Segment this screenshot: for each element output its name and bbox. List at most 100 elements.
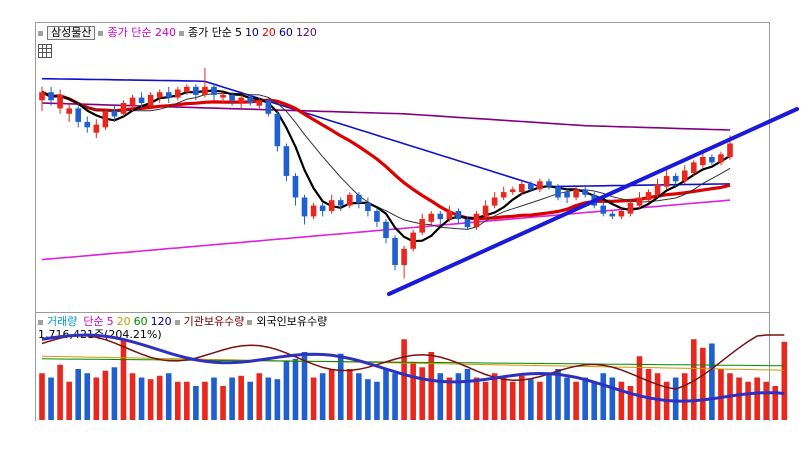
- candle-body: [446, 211, 453, 220]
- candle-body: [482, 205, 489, 217]
- volume-bar: [365, 379, 371, 420]
- candle-body: [256, 100, 263, 106]
- candle-body: [202, 86, 208, 95]
- candle-body: [518, 184, 525, 193]
- legend-marker-icon: [178, 30, 184, 36]
- candle-body: [582, 189, 588, 195]
- volume-bar: [709, 343, 715, 420]
- volume-bar: [609, 377, 616, 420]
- volume-bar: [247, 381, 254, 420]
- volume-bar: [401, 339, 407, 420]
- volume-bar: [120, 339, 127, 420]
- candle-body: [509, 189, 516, 193]
- volume-bar: [102, 370, 109, 420]
- volume-legend: 거래량 단순 5 20 60 120 기관보유수량 외국인보유수량: [38, 315, 327, 329]
- candle-body: [419, 219, 426, 233]
- volume-bar: [745, 381, 751, 420]
- legend-volume[interactable]: 거래량: [47, 315, 78, 328]
- volume-bar: [147, 379, 154, 420]
- volume-bar: [229, 377, 235, 420]
- legend-vol-ma20[interactable]: 20: [116, 315, 131, 328]
- candle-body: [120, 103, 127, 114]
- volume-bar: [618, 381, 625, 420]
- legend-vol-ma5[interactable]: 5: [106, 315, 114, 328]
- legend-marker-icon: [174, 319, 180, 325]
- volume-bar: [156, 375, 163, 420]
- ma20-line: [41, 90, 731, 221]
- volume-bar: [111, 367, 118, 420]
- volume-bar: [464, 369, 471, 420]
- volume-bar: [763, 381, 770, 420]
- candle-body: [301, 197, 308, 217]
- volume-bar: [491, 373, 498, 420]
- legend-foreign-holdings[interactable]: 외국인보유수량: [256, 315, 328, 328]
- grid-icon[interactable]: [38, 44, 52, 58]
- volume-bar: [754, 377, 760, 420]
- candle-body: [292, 175, 299, 198]
- pane-divider[interactable]: [35, 312, 769, 313]
- candle-body: [138, 97, 145, 103]
- volume-bar: [220, 386, 226, 420]
- candle-body: [356, 194, 362, 203]
- candle-body: [365, 202, 371, 211]
- legend-marker-icon: [38, 319, 43, 325]
- legend-ma-group[interactable]: 종가 단순: [187, 26, 232, 39]
- volume-bar: [528, 379, 534, 420]
- candle-body: [102, 111, 109, 128]
- volume-bar: [93, 377, 100, 420]
- candle-body: [156, 92, 163, 98]
- legend-ma240[interactable]: 종가 단순 240: [107, 26, 176, 39]
- volume-bar: [627, 386, 634, 420]
- volume-bar: [48, 377, 54, 420]
- candle-body: [165, 92, 172, 98]
- candle-body: [645, 192, 652, 201]
- candle-body: [129, 97, 136, 106]
- candle-body: [573, 189, 579, 198]
- volume-bar: [57, 364, 63, 420]
- legend-vol-ma-group[interactable]: 단순: [83, 315, 104, 328]
- legend-ma120[interactable]: 120: [295, 26, 317, 39]
- volume-bar: [645, 369, 652, 420]
- volume-bar: [582, 377, 588, 420]
- candle-body: [437, 213, 444, 220]
- volume-pane: [39, 333, 788, 420]
- vol-ma20-line: [41, 355, 785, 371]
- legend-institution-holdings[interactable]: 기관보유수량: [183, 315, 245, 328]
- volume-bar: [437, 373, 444, 420]
- volume-bar: [564, 377, 570, 420]
- price-pane: [39, 67, 799, 296]
- legend-ma10[interactable]: 10: [244, 26, 259, 39]
- candle-body: [663, 175, 670, 187]
- volume-bar: [165, 373, 172, 420]
- volume-bar: [700, 347, 706, 420]
- candle-body: [57, 94, 63, 109]
- candle-body: [337, 200, 344, 206]
- candle-body: [636, 197, 643, 206]
- volume-bar: [600, 373, 607, 420]
- volume-bar: [591, 381, 598, 420]
- ma10-line: [41, 91, 731, 230]
- volume-bar: [283, 360, 290, 420]
- candle-body: [627, 202, 634, 214]
- candle-body: [319, 205, 326, 211]
- volume-bar: [211, 377, 217, 420]
- volume-bar: [84, 373, 91, 420]
- trendline: [387, 107, 799, 296]
- candle-body: [464, 219, 471, 228]
- stock-name-button[interactable]: 삼성물산: [47, 26, 96, 40]
- volume-bar: [129, 373, 136, 420]
- candle-body: [247, 97, 254, 103]
- volume-bar: [654, 373, 661, 420]
- volume-bar: [636, 356, 643, 420]
- volume-bar: [383, 369, 389, 420]
- legend-ma20[interactable]: 20: [261, 26, 276, 39]
- volume-bar: [690, 339, 697, 420]
- legend-ma60[interactable]: 60: [278, 26, 293, 39]
- legend-vol-ma120[interactable]: 120: [150, 315, 172, 328]
- volume-bar: [573, 381, 579, 420]
- chart-frame: [35, 22, 770, 421]
- candle-body: [93, 124, 100, 133]
- legend-vol-ma60[interactable]: 60: [133, 315, 148, 328]
- legend-ma5[interactable]: 5: [234, 26, 242, 39]
